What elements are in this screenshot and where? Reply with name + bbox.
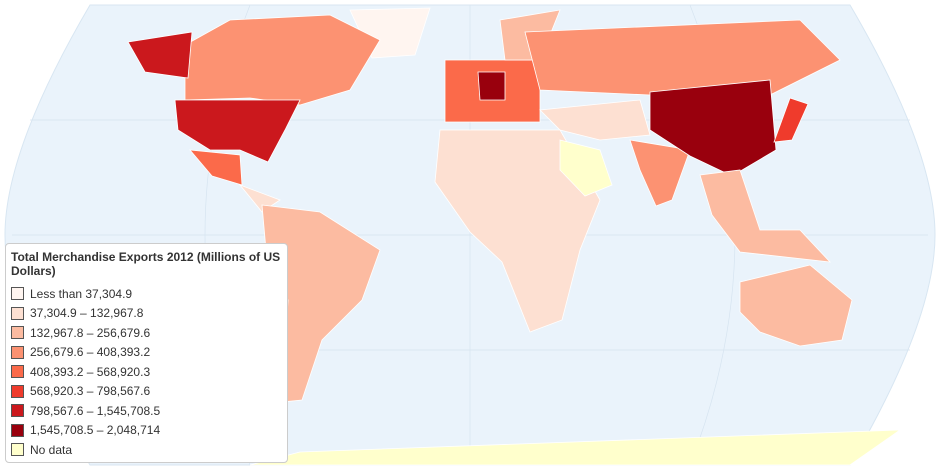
legend-swatch [11, 326, 24, 340]
legend-item: 568,920.3 – 798,567.6 [11, 382, 282, 402]
legend-label: 798,567.6 – 1,545,708.5 [30, 403, 161, 418]
australia [739, 264, 853, 347]
legend-swatch [11, 443, 24, 457]
countries [127, 7, 902, 466]
legend-items: Less than 37,304.9 37,304.9 – 132,967.8 13… [11, 284, 282, 460]
germany [477, 71, 506, 101]
saudi-arabia [559, 139, 613, 197]
legend-swatch [11, 306, 24, 320]
alaska [127, 31, 193, 79]
legend-swatch [11, 423, 24, 437]
legend-label: 256,679.6 – 408,393.2 [30, 345, 151, 360]
legend-swatch [11, 287, 24, 301]
legend-item: 37,304.9 – 132,967.8 [11, 304, 282, 324]
legend-swatch [11, 404, 24, 418]
central-asia [539, 99, 651, 141]
legend-label: No data [30, 442, 73, 457]
legend-label: 132,967.8 – 256,679.6 [30, 325, 151, 340]
southeast-asia [699, 169, 832, 263]
canada [184, 14, 381, 106]
legend-swatch [11, 365, 24, 379]
legend-label: 37,304.9 – 132,967.8 [30, 306, 144, 321]
legend-item: 408,393.2 – 568,920.3 [11, 362, 282, 382]
legend-label: 408,393.2 – 568,920.3 [30, 364, 151, 379]
legend-item: 256,679.6 – 408,393.2 [11, 343, 282, 363]
legend-item: 1,545,708.5 – 2,048,714 [11, 421, 282, 441]
legend-label: Less than 37,304.9 [30, 286, 133, 301]
usa [174, 99, 301, 163]
legend-item: 798,567.6 – 1,545,708.5 [11, 401, 282, 421]
legend-swatch [11, 345, 24, 359]
legend-label: 568,920.3 – 798,567.6 [30, 384, 151, 399]
legend: Total Merchandise Exports 2012 (Millions… [5, 243, 288, 463]
legend-item: 132,967.8 – 256,679.6 [11, 323, 282, 343]
japan [773, 97, 809, 143]
legend-title: Total Merchandise Exports 2012 (Millions… [11, 250, 281, 278]
legend-item: Less than 37,304.9 [11, 284, 282, 304]
legend-label: 1,545,708.5 – 2,048,714 [30, 423, 161, 438]
mexico [189, 149, 243, 186]
legend-item: No data [11, 440, 282, 460]
legend-swatch [11, 384, 24, 398]
